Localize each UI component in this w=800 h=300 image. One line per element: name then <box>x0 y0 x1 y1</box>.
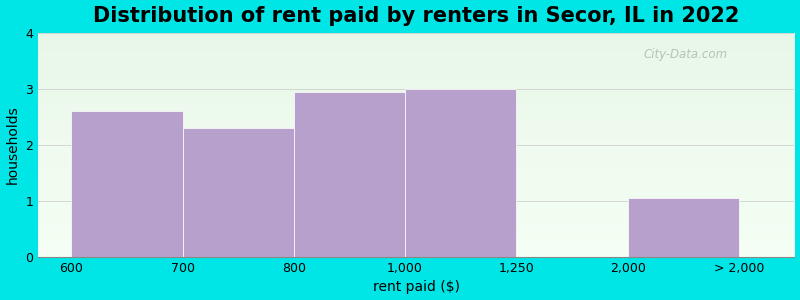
Bar <box>405 89 516 257</box>
Text: City-Data.com: City-Data.com <box>643 48 727 62</box>
Bar <box>294 92 405 257</box>
Y-axis label: households: households <box>6 106 19 184</box>
Title: Distribution of rent paid by renters in Secor, IL in 2022: Distribution of rent paid by renters in … <box>93 6 739 26</box>
Bar <box>627 198 739 257</box>
Bar <box>182 128 294 257</box>
X-axis label: rent paid ($): rent paid ($) <box>373 280 460 294</box>
Bar <box>71 111 182 257</box>
